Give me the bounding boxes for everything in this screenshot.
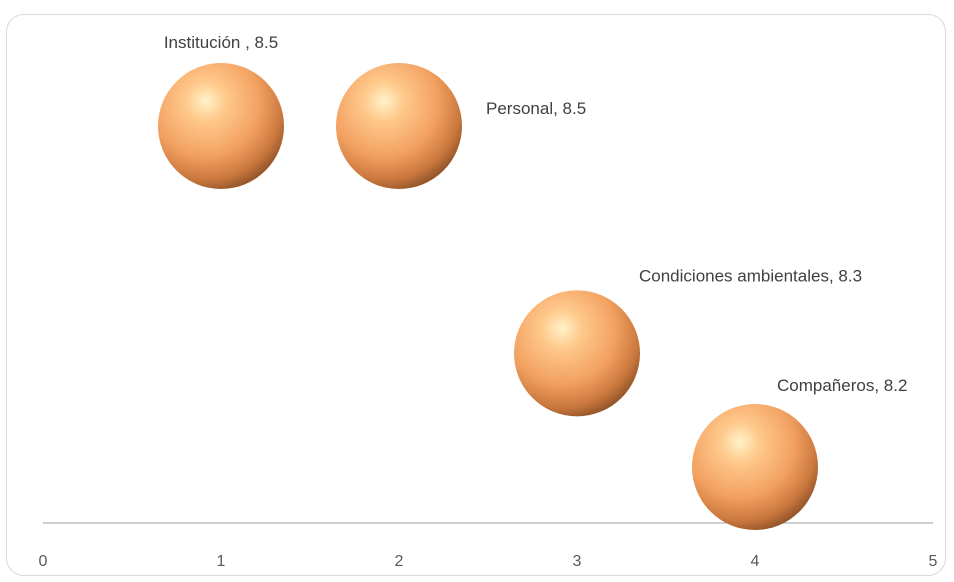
bubble-label-3: Compañeros, 8.2: [777, 376, 907, 395]
bubbles: [158, 63, 818, 530]
x-tick-labels: 0 1 2 3 4 5: [39, 553, 938, 570]
x-tick-label-4: 4: [751, 553, 760, 570]
x-tick-label-1: 1: [217, 553, 226, 570]
x-tick-label-0: 0: [39, 553, 48, 570]
bubble-label-1: Personal, 8.5: [486, 99, 586, 118]
bubble-labels: Institución , 8.5 Personal, 8.5 Condicione…: [164, 33, 908, 395]
bubble-0: [158, 63, 284, 189]
x-tick-label-2: 2: [395, 553, 404, 570]
x-tick-label-5: 5: [929, 553, 938, 570]
bubble-3: [692, 404, 818, 530]
bubble-label-2: Condiciones ambientales, 8.3: [639, 266, 862, 285]
bubble-label-0: Institución , 8.5: [164, 33, 278, 52]
bubble-1: [336, 63, 462, 189]
x-tick-label-3: 3: [573, 553, 582, 570]
bubble-2: [514, 290, 640, 417]
